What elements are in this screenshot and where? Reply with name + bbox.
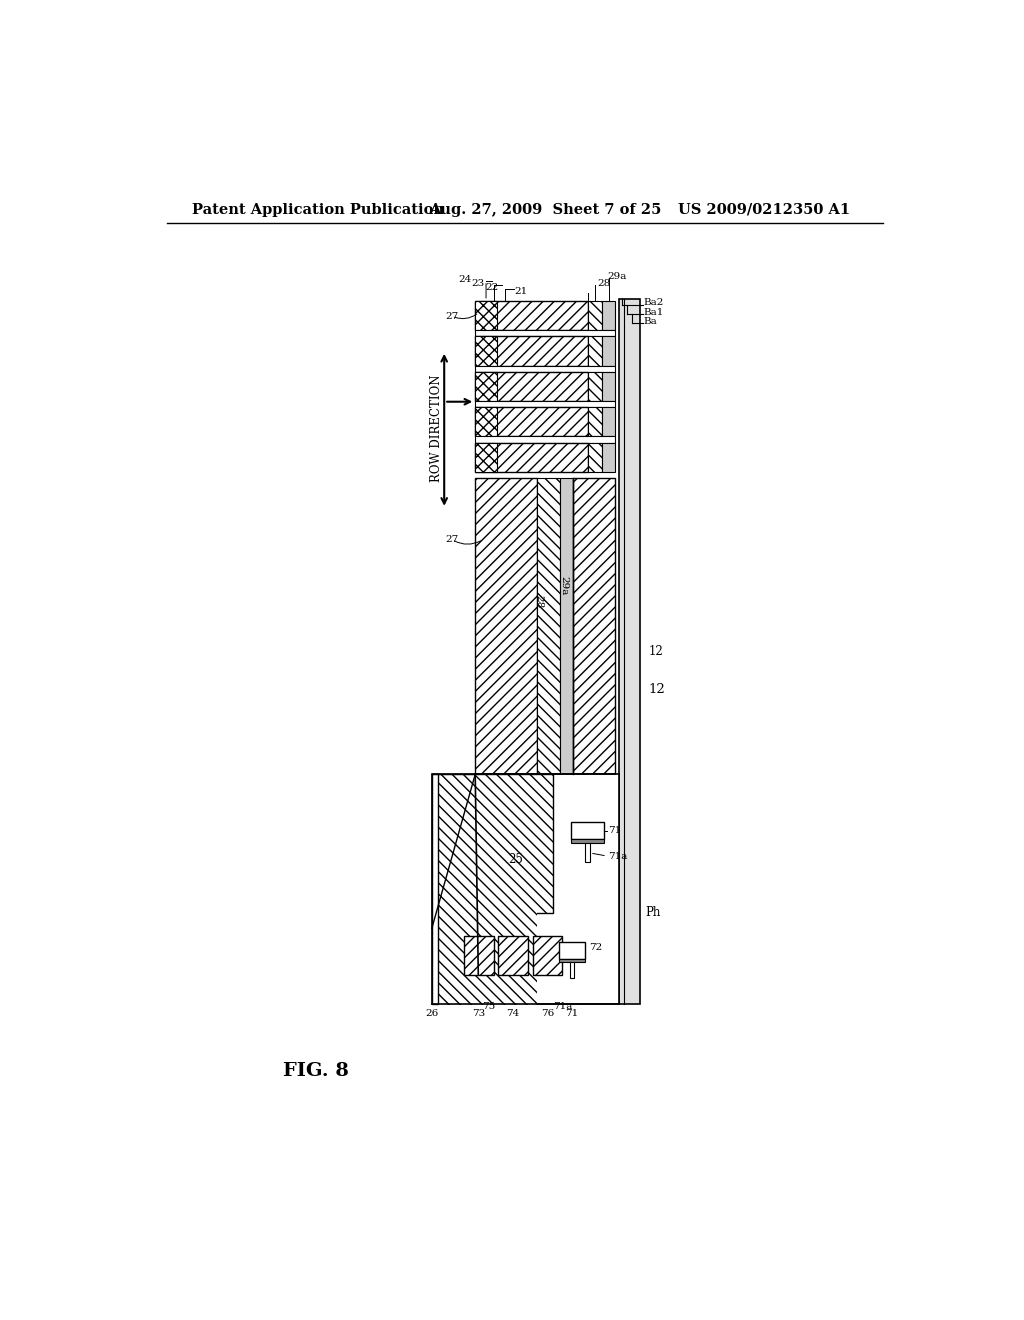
Polygon shape — [475, 301, 497, 330]
Polygon shape — [475, 437, 614, 442]
Polygon shape — [602, 301, 614, 330]
Polygon shape — [475, 442, 589, 471]
Polygon shape — [602, 407, 614, 437]
Text: Ba2: Ba2 — [643, 298, 664, 306]
Polygon shape — [589, 407, 602, 437]
Text: 27: 27 — [445, 535, 459, 544]
Polygon shape — [464, 936, 494, 974]
Text: FIG. 8: FIG. 8 — [283, 1061, 349, 1080]
Polygon shape — [475, 337, 589, 366]
Text: 28: 28 — [598, 280, 611, 288]
Polygon shape — [571, 822, 604, 840]
Polygon shape — [602, 337, 614, 366]
Text: US 2009/0212350 A1: US 2009/0212350 A1 — [678, 203, 850, 216]
Polygon shape — [432, 775, 553, 913]
Polygon shape — [602, 442, 614, 471]
Text: 71: 71 — [565, 1008, 579, 1018]
Text: 21: 21 — [515, 288, 528, 296]
Text: 29a: 29a — [559, 576, 568, 595]
Polygon shape — [475, 372, 497, 401]
Polygon shape — [475, 372, 589, 401]
Polygon shape — [475, 407, 497, 437]
Polygon shape — [569, 962, 574, 978]
Text: 73: 73 — [472, 1008, 485, 1018]
Polygon shape — [589, 301, 602, 330]
Text: Ph: Ph — [646, 907, 662, 920]
Text: Patent Application Publication: Patent Application Publication — [193, 203, 444, 216]
Polygon shape — [475, 478, 538, 775]
Text: 76: 76 — [541, 1008, 554, 1018]
Polygon shape — [475, 401, 614, 407]
Text: 71a: 71a — [553, 1002, 572, 1011]
Polygon shape — [532, 936, 562, 974]
Text: 25: 25 — [508, 853, 522, 866]
Text: 24: 24 — [458, 275, 471, 284]
Text: Ba1: Ba1 — [643, 308, 664, 317]
Text: 71: 71 — [607, 826, 621, 836]
Polygon shape — [475, 337, 497, 366]
Polygon shape — [586, 843, 590, 862]
Polygon shape — [559, 960, 586, 962]
Text: Aug. 27, 2009  Sheet 7 of 25: Aug. 27, 2009 Sheet 7 of 25 — [429, 203, 662, 216]
Text: 74: 74 — [507, 1008, 520, 1018]
Polygon shape — [432, 775, 620, 1003]
Polygon shape — [589, 442, 602, 471]
Text: 75: 75 — [482, 1002, 496, 1011]
Text: 27: 27 — [445, 312, 459, 321]
Polygon shape — [538, 478, 560, 775]
Text: 12: 12 — [649, 644, 664, 657]
Text: ROW DIRECTION: ROW DIRECTION — [430, 374, 443, 482]
Polygon shape — [560, 478, 572, 775]
Polygon shape — [432, 836, 538, 1006]
Polygon shape — [572, 478, 614, 775]
Text: Ba: Ba — [643, 317, 657, 326]
Polygon shape — [571, 840, 604, 843]
Polygon shape — [589, 372, 602, 401]
Polygon shape — [432, 775, 438, 1003]
Polygon shape — [475, 407, 589, 437]
Polygon shape — [499, 936, 528, 974]
Text: 26: 26 — [425, 1008, 438, 1018]
Polygon shape — [589, 337, 602, 366]
Polygon shape — [602, 372, 614, 401]
Polygon shape — [620, 298, 640, 1003]
Polygon shape — [475, 442, 497, 471]
Text: 23: 23 — [471, 280, 484, 288]
Polygon shape — [559, 942, 586, 960]
Polygon shape — [475, 330, 614, 337]
Text: 12: 12 — [649, 684, 666, 696]
Text: 29a: 29a — [607, 272, 627, 281]
Text: 28: 28 — [535, 594, 544, 607]
Polygon shape — [475, 366, 614, 372]
Polygon shape — [475, 301, 589, 330]
Text: 22: 22 — [485, 284, 499, 292]
Text: 71a: 71a — [607, 851, 627, 861]
Text: 72: 72 — [589, 944, 602, 952]
